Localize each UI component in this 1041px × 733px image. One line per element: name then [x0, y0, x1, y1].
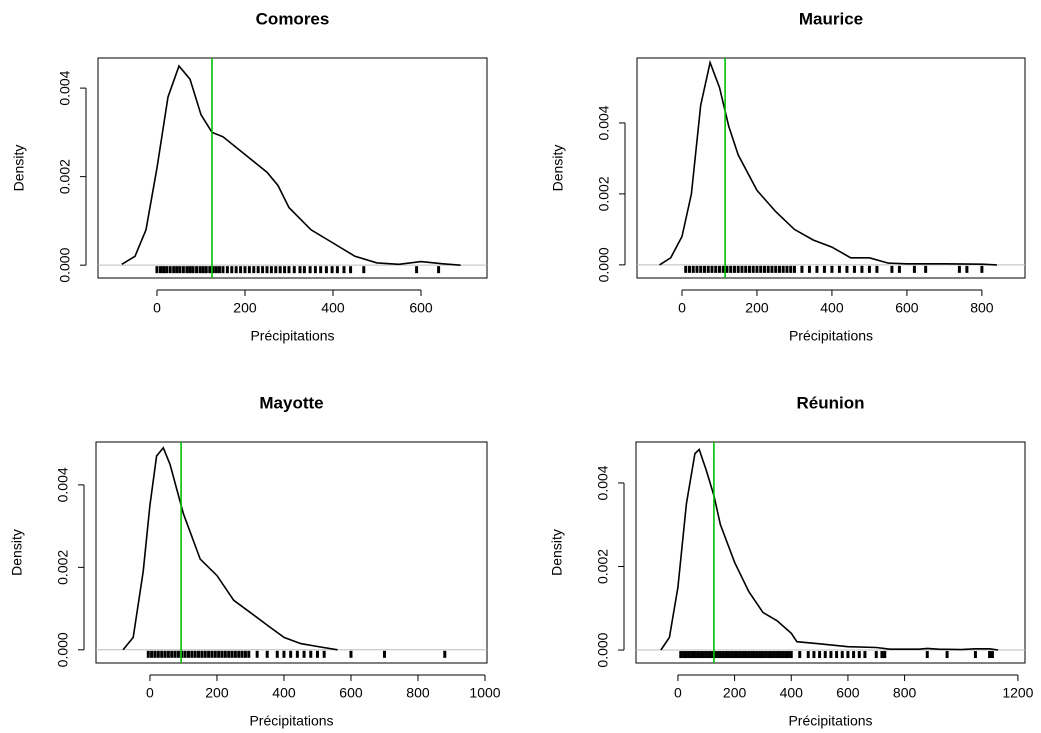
x-tick-label: 800 [970, 300, 994, 316]
x-tick-label: 800 [893, 685, 917, 701]
x-tick-label: 400 [272, 685, 296, 701]
x-tick-label: 400 [780, 685, 804, 701]
y-tick-label: 0.004 [596, 105, 612, 140]
density-line [660, 448, 999, 651]
y-axis-label: Density [9, 529, 25, 576]
y-tick-label: 0.004 [55, 467, 71, 502]
x-tick-label: 600 [895, 300, 919, 316]
y-axis-label: Density [11, 145, 27, 192]
chart-title: Réunion [797, 393, 865, 412]
x-axis-label: Précipitations [250, 328, 334, 344]
y-tick-label: 0.000 [57, 247, 73, 282]
y-tick-label: 0.002 [57, 159, 73, 194]
x-tick-label: 1000 [469, 685, 500, 701]
y-tick-label: 0.002 [595, 549, 611, 584]
y-tick-label: 0.002 [55, 550, 71, 585]
x-tick-label: 200 [233, 300, 257, 316]
x-tick-label: 0 [674, 685, 682, 701]
x-tick-label: 400 [321, 300, 345, 316]
y-tick-label: 0.002 [596, 176, 612, 211]
x-tick-label: 400 [820, 300, 844, 316]
density-line [122, 446, 338, 651]
x-tick-label: 1200 [1002, 685, 1033, 701]
x-tick-label: 0 [146, 685, 154, 701]
plot-box [95, 441, 488, 664]
chart-title: Comores [256, 9, 330, 28]
plot-box [635, 441, 1026, 664]
x-tick-label: 200 [723, 685, 747, 701]
x-tick-label: 800 [406, 685, 430, 701]
plot-box [97, 57, 488, 279]
y-axis-label: Density [550, 145, 566, 192]
x-axis-label: Précipitations [789, 328, 873, 344]
x-tick-label: 600 [836, 685, 860, 701]
y-tick-label: 0.004 [57, 70, 73, 105]
x-tick-label: 600 [409, 300, 433, 316]
density-line [121, 64, 461, 266]
y-tick-label: 0.000 [55, 632, 71, 667]
y-tick-label: 0.004 [595, 465, 611, 500]
x-axis-label: Précipitations [788, 713, 872, 729]
y-tick-label: 0.000 [596, 247, 612, 282]
x-tick-label: 200 [745, 300, 769, 316]
y-axis-label: Density [549, 529, 565, 576]
chart-title: Mayotte [259, 393, 323, 412]
chart-title: Maurice [799, 9, 863, 28]
density-line [659, 59, 997, 266]
x-axis-label: Précipitations [249, 713, 333, 729]
x-tick-label: 0 [153, 300, 161, 316]
x-tick-label: 0 [678, 300, 686, 316]
x-tick-label: 200 [205, 685, 229, 701]
y-tick-label: 0.000 [595, 632, 611, 667]
x-tick-label: 600 [339, 685, 363, 701]
plot-box [636, 57, 1026, 279]
